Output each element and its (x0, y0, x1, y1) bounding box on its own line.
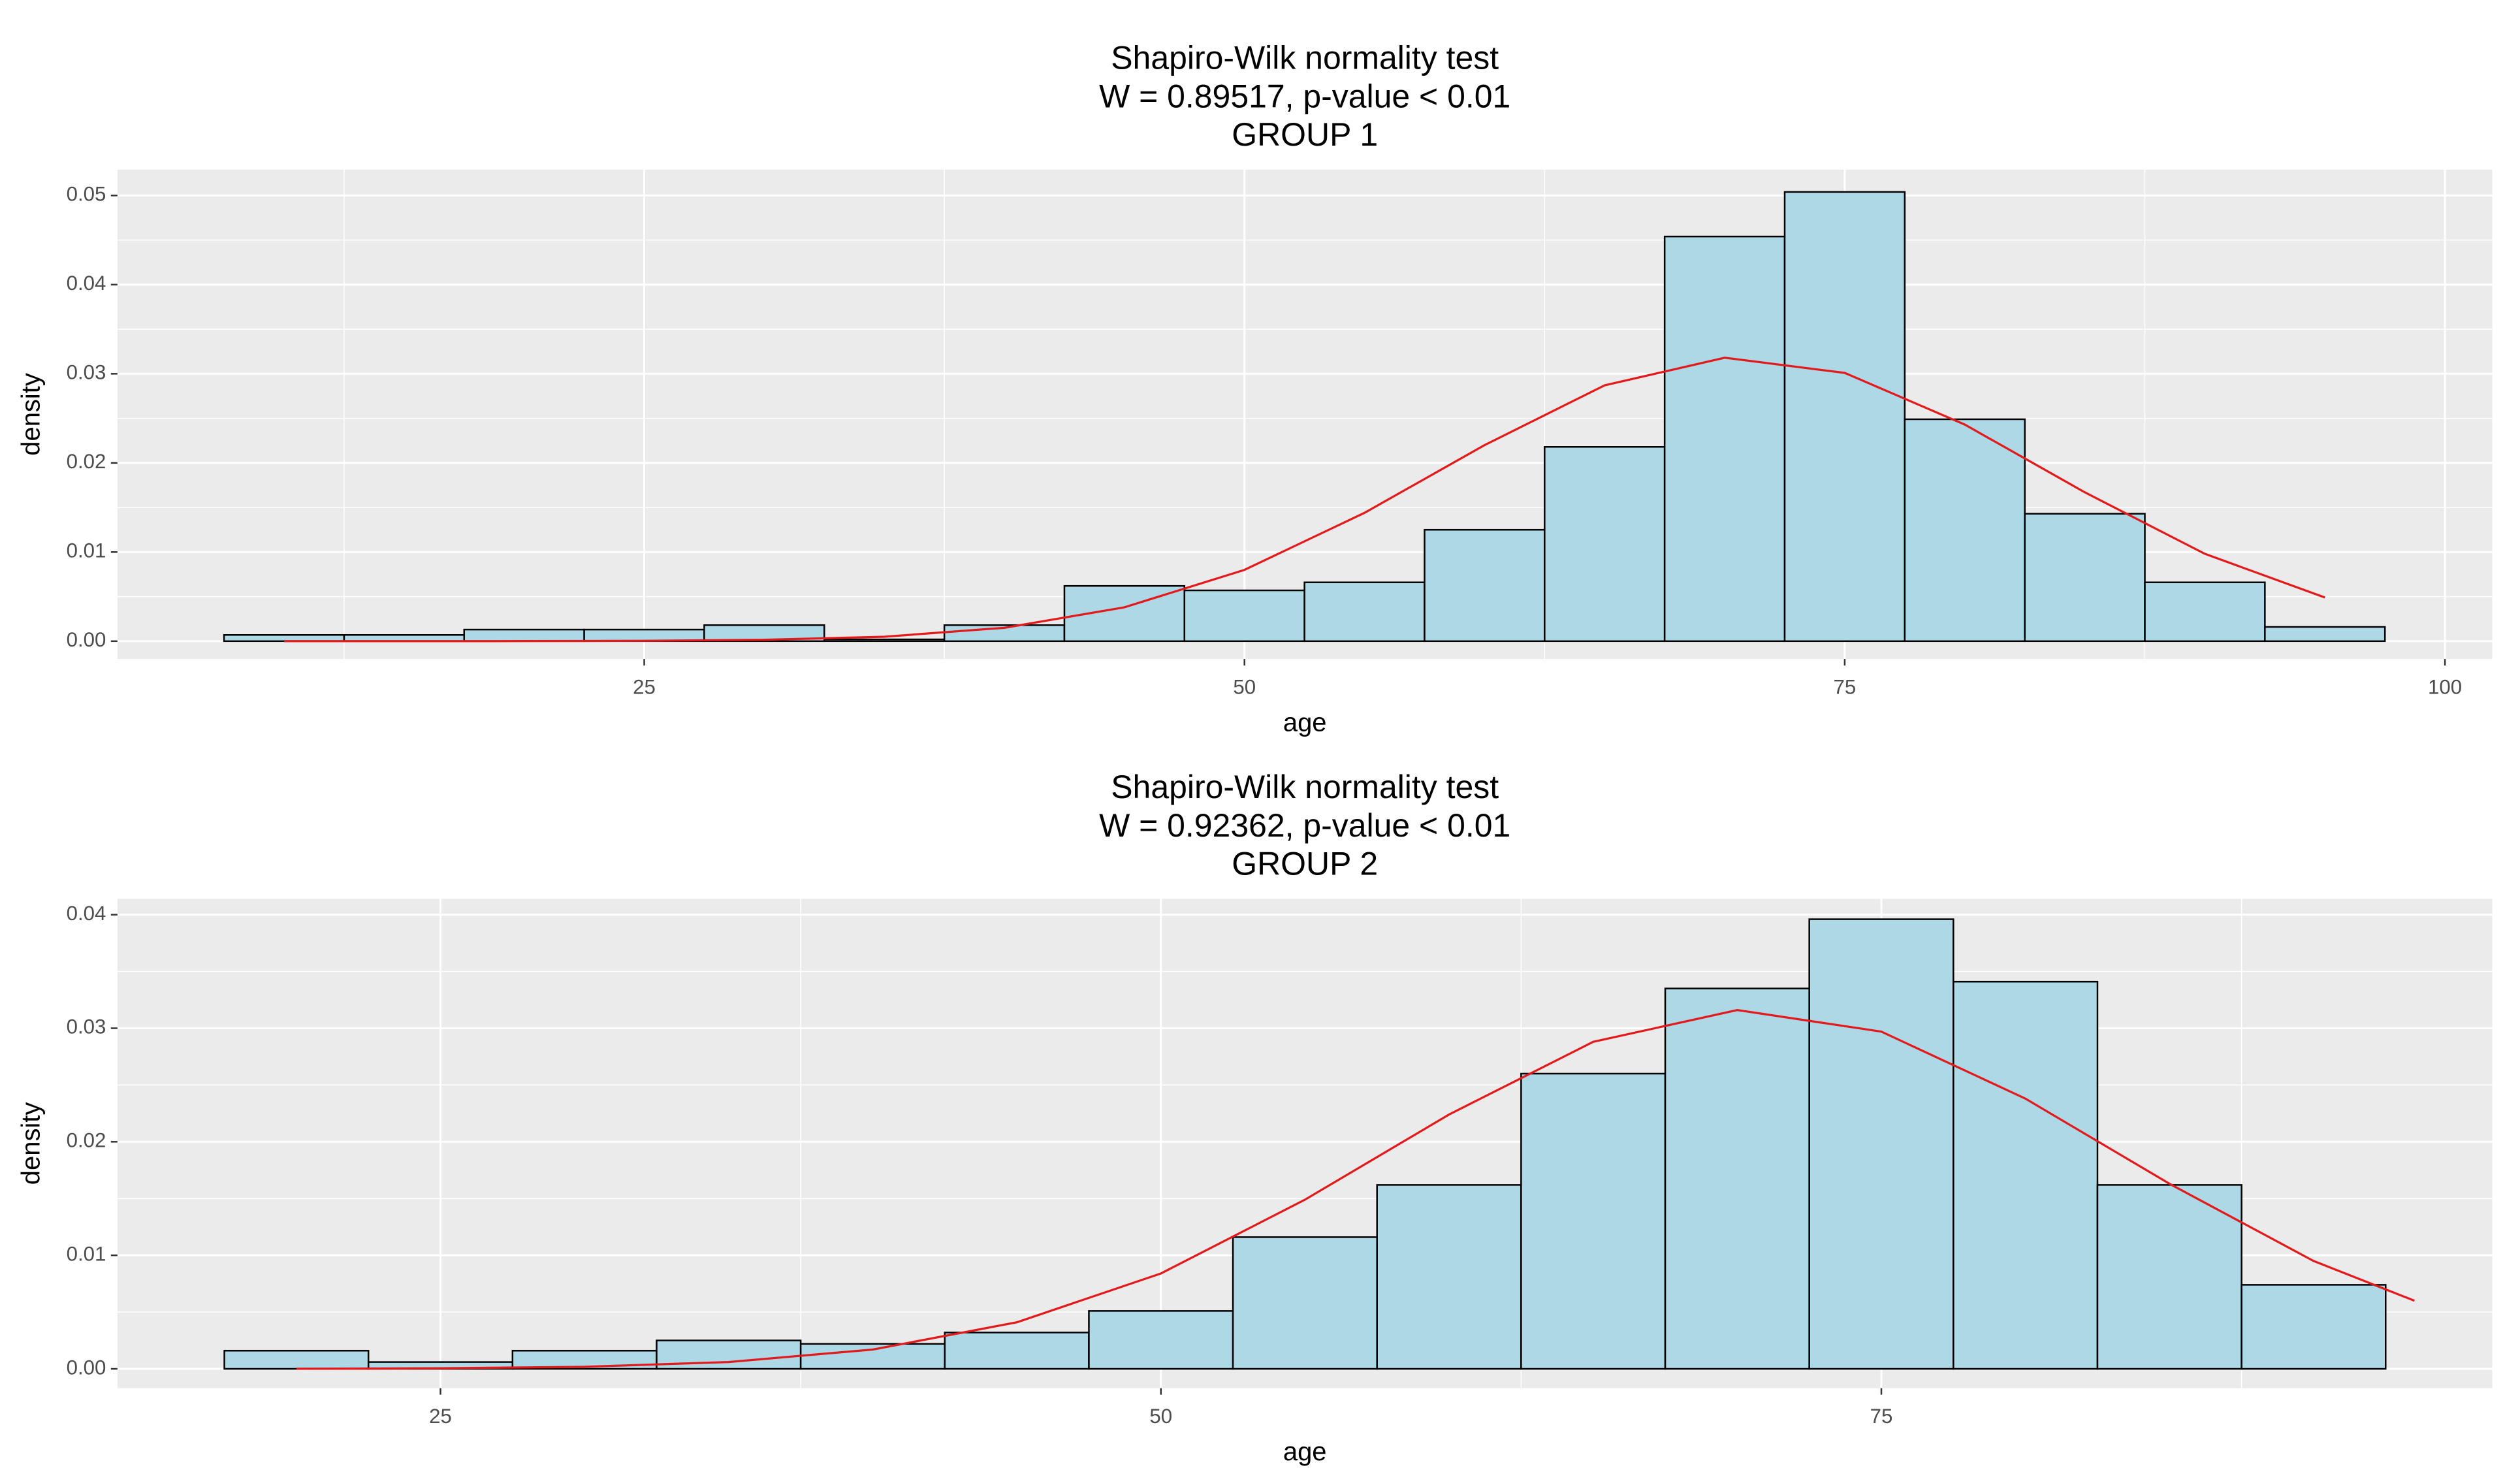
y-tick-label: 0.01 (67, 1242, 106, 1265)
y-tick-label: 0.01 (67, 539, 106, 562)
bar (799, 1343, 946, 1370)
x-tick-label: 50 (1149, 1405, 1172, 1428)
x-tick-label: 75 (1834, 675, 1857, 698)
chart-title: W = 0.89517, p-value < 0.01 (1099, 78, 1510, 114)
y-tick-label: 0.00 (67, 1356, 106, 1379)
y-tick-label: 0.04 (67, 902, 106, 925)
x-tick-label: 100 (2428, 675, 2462, 698)
chart-title: GROUP 2 (1232, 846, 1378, 882)
y-tick-label: 0.02 (67, 1129, 106, 1152)
y-axis-title: density (17, 373, 46, 456)
y-tick-label: 0.03 (67, 1016, 106, 1038)
bar (1904, 418, 2026, 643)
chart-title: W = 0.92362, p-value < 0.01 (1099, 807, 1510, 844)
y-tick-label: 0.05 (67, 183, 106, 206)
bar (1808, 918, 1954, 1370)
bar (463, 628, 585, 643)
bar (1303, 581, 1426, 643)
bar (1664, 987, 1810, 1370)
bar (223, 1349, 370, 1370)
x-tick-label: 25 (429, 1405, 452, 1428)
bar (1424, 528, 1546, 643)
bar (1544, 446, 1666, 643)
chart-title: Shapiro-Wilk normality test (1111, 769, 1499, 805)
bar (1232, 1236, 1378, 1370)
bar (2144, 581, 2266, 643)
bar (1088, 1310, 1234, 1370)
bar (1783, 191, 1906, 643)
density-curve (284, 357, 2325, 643)
y-tick-label: 0.04 (67, 272, 106, 295)
x-tick-label: 50 (1233, 675, 1256, 698)
density-curve (296, 1009, 2415, 1370)
x-tick-label: 75 (1870, 1405, 1893, 1428)
chart-title: GROUP 1 (1232, 116, 1378, 153)
bar (1183, 589, 1305, 643)
bar (2264, 626, 2386, 643)
bar (2241, 1284, 2387, 1370)
y-tick-label: 0.00 (67, 628, 106, 651)
x-tick-label: 25 (633, 675, 656, 698)
y-tick-label: 0.03 (67, 361, 106, 384)
bar (823, 638, 946, 643)
y-tick-label: 0.02 (67, 450, 106, 473)
bar (1376, 1184, 1522, 1370)
bar (944, 1332, 1090, 1370)
y-axis-title: density (17, 1102, 46, 1185)
bar (2096, 1184, 2242, 1370)
bar (1663, 235, 1786, 643)
bar (1953, 980, 2099, 1370)
x-axis-title: age (1283, 709, 1327, 737)
bar (1520, 1072, 1667, 1370)
chart-title: Shapiro-Wilk normality test (1111, 40, 1499, 76)
x-axis-title: age (1283, 1437, 1327, 1466)
bar (2024, 513, 2146, 643)
